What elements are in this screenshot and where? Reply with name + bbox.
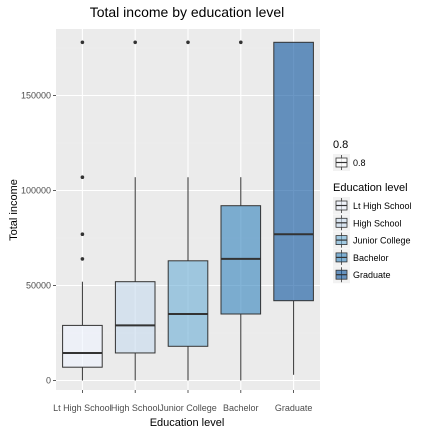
legend-item-label: Graduate bbox=[353, 270, 391, 280]
legend-item-graduate: Graduate bbox=[333, 266, 391, 284]
outlier-point bbox=[80, 232, 85, 236]
legend-item-junior-college: Junior College bbox=[333, 231, 411, 249]
legend-item-lt-high-school: Lt High School bbox=[333, 197, 412, 214]
legend-education: Education level Lt High School High School… bbox=[333, 182, 412, 284]
x-axis-title: Education level bbox=[150, 417, 225, 429]
y-tick-label: 150000 bbox=[21, 91, 51, 101]
outlier-point bbox=[133, 40, 137, 45]
outlier-point bbox=[239, 40, 243, 45]
legend-item-bachelor: Bachelor bbox=[333, 248, 389, 266]
y-tick-label: 100000 bbox=[21, 186, 51, 196]
y-axis-title: Total income bbox=[8, 179, 20, 241]
x-tick-label: Junior College bbox=[159, 403, 217, 413]
legend-item-high-school: High School bbox=[333, 214, 402, 232]
legend-item-label: Lt High School bbox=[353, 201, 412, 211]
box-body bbox=[273, 41, 314, 302]
outlier-point bbox=[80, 257, 85, 261]
box-bachelor bbox=[220, 40, 262, 381]
outlier-point bbox=[186, 40, 190, 45]
x-tick-label: High School bbox=[111, 403, 160, 413]
y-axis: 0 50000 100000 150000 bbox=[21, 91, 56, 386]
outlier-point bbox=[80, 175, 85, 179]
x-tick-label: Bachelor bbox=[223, 403, 259, 413]
box-high-school bbox=[114, 40, 156, 381]
legend-item-label: High School bbox=[353, 218, 402, 228]
box-body bbox=[62, 324, 103, 368]
legend-item-label: Junior College bbox=[353, 236, 411, 246]
legend-item-label: Bachelor bbox=[353, 253, 389, 263]
boxes bbox=[62, 40, 314, 381]
x-tick-label: Lt High School bbox=[53, 403, 112, 413]
box-body bbox=[114, 281, 156, 354]
legend-alpha-title: 0.8 bbox=[333, 139, 348, 151]
chart-title: Total income by education level bbox=[90, 4, 285, 20]
y-tick-label: 0 bbox=[46, 376, 51, 386]
box-lt-high-school bbox=[62, 40, 103, 381]
box-body bbox=[167, 260, 209, 347]
box-graduate bbox=[273, 41, 314, 375]
legend-alpha-label: 0.8 bbox=[353, 158, 366, 168]
outlier-point bbox=[80, 40, 85, 45]
y-tick-label: 50000 bbox=[26, 281, 51, 291]
legend-alpha: 0.8 0.8 bbox=[333, 139, 366, 171]
x-axis: Lt High School High School Junior College B… bbox=[53, 390, 312, 413]
x-tick-label: Graduate bbox=[275, 403, 313, 413]
box-junior-college bbox=[167, 40, 209, 381]
legend-education-title: Education level bbox=[333, 182, 408, 194]
